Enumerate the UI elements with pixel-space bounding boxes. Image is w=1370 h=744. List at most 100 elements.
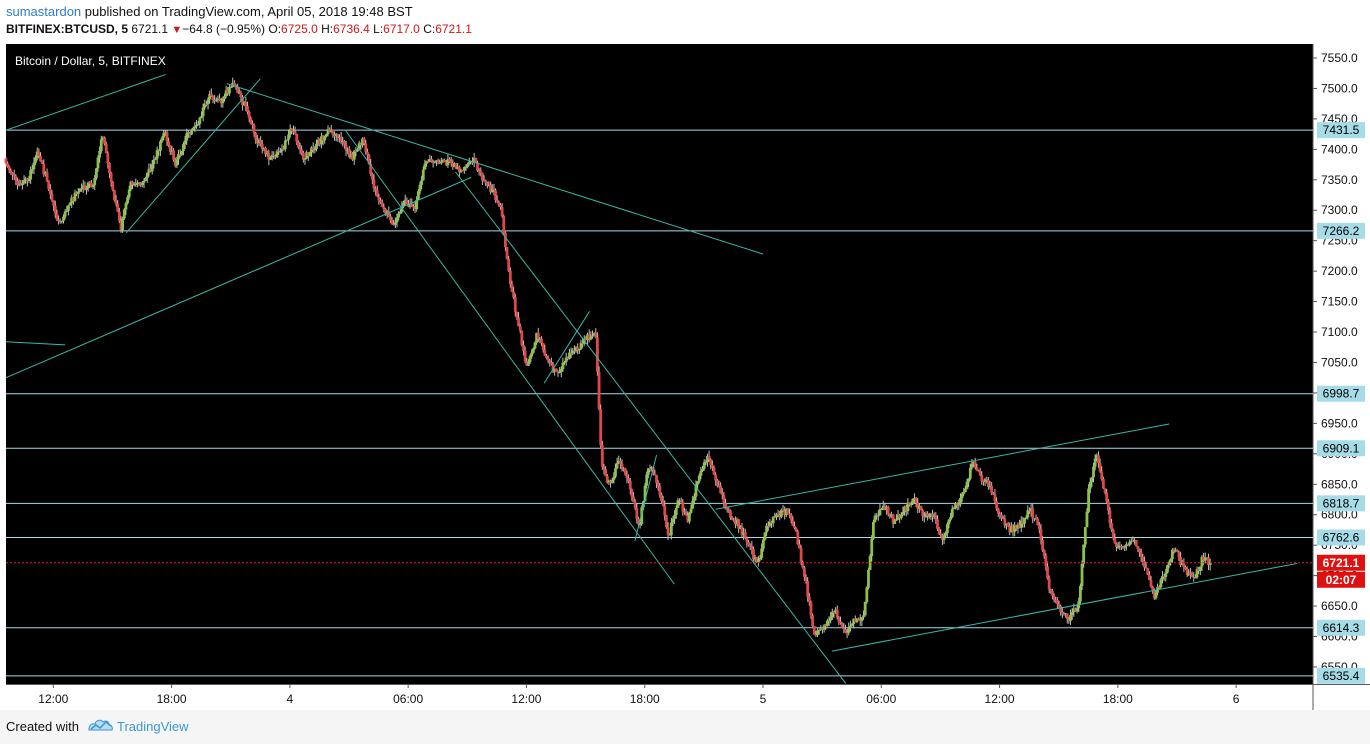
- trend-line: [831, 562, 1298, 652]
- candle-body: [970, 463, 974, 468]
- candle-body: [211, 95, 215, 100]
- candle-body: [163, 132, 167, 134]
- candle-body: [75, 192, 79, 195]
- level-badge: [1317, 385, 1365, 402]
- y-tick-label: 6650.0: [1321, 599, 1358, 613]
- candle-body: [1021, 520, 1025, 524]
- candle-body: [812, 626, 816, 635]
- candle-body: [193, 126, 197, 128]
- candle-body: [1032, 518, 1036, 520]
- candle-body: [435, 160, 438, 162]
- candle-body: [407, 203, 410, 207]
- candle-body: [262, 147, 266, 150]
- tradingview-link[interactable]: TradingView: [117, 719, 189, 734]
- candle-body: [605, 476, 609, 483]
- candle-body: [1184, 567, 1187, 570]
- candle-body: [321, 136, 325, 141]
- price-chart[interactable]: 7550.07500.07450.07400.07350.07300.07250…: [0, 44, 1370, 710]
- candle-body: [827, 620, 831, 622]
- candle-body: [761, 539, 765, 549]
- candle-body: [17, 184, 21, 186]
- author-link[interactable]: sumastardon: [6, 4, 82, 19]
- candle-body: [909, 503, 913, 506]
- candle-body: [581, 342, 585, 344]
- candle-body: [927, 515, 931, 517]
- candle-body: [218, 98, 221, 101]
- candle-body: [830, 611, 834, 618]
- candle-body: [4, 158, 8, 164]
- candle-body: [768, 521, 772, 526]
- candle-body: [620, 463, 624, 470]
- candle-body: [1054, 599, 1058, 601]
- trend-line: [125, 78, 261, 234]
- y-tick-label: 7550.0: [1321, 51, 1358, 65]
- candle-body: [14, 176, 18, 181]
- candle-body: [837, 617, 841, 622]
- candle-body: [374, 188, 378, 191]
- candle-body: [633, 501, 637, 509]
- candle-body: [124, 203, 128, 210]
- candle-body: [200, 116, 203, 118]
- candle-body: [1047, 578, 1051, 590]
- candle-body: [1146, 568, 1150, 575]
- level-label: 6535.4: [1323, 669, 1360, 683]
- candle-body: [462, 166, 466, 171]
- candle-body: [1005, 523, 1008, 526]
- candle-body: [819, 628, 823, 630]
- candle-body: [802, 567, 806, 577]
- candle-body: [978, 471, 982, 475]
- candle-body: [1065, 613, 1069, 619]
- candle-body: [599, 408, 603, 446]
- candle-body: [538, 338, 542, 340]
- candle-body: [587, 334, 591, 340]
- candle-body: [1180, 562, 1184, 566]
- candle-body: [845, 632, 849, 634]
- candle-body: [1101, 478, 1105, 489]
- candle-body: [213, 99, 217, 101]
- plot-area[interactable]: [6, 44, 1313, 684]
- candle-body: [678, 500, 681, 502]
- candle-body: [1052, 595, 1056, 600]
- candle-body: [502, 215, 506, 233]
- candle-body: [505, 247, 509, 259]
- x-tick-label: 18:00: [630, 692, 660, 706]
- candle-body: [798, 544, 801, 549]
- tradingview-logo-icon[interactable]: [88, 717, 114, 740]
- last-price-badge: [1317, 554, 1365, 571]
- candle-body: [221, 99, 225, 104]
- candle-body: [228, 87, 231, 94]
- time-axis[interactable]: [6, 684, 1313, 710]
- candle-body: [871, 521, 875, 539]
- open-value: 6725.0: [281, 22, 318, 36]
- candle-body: [533, 342, 537, 349]
- candle-body: [175, 159, 179, 166]
- candle-body: [305, 152, 309, 159]
- candle-body: [1074, 608, 1077, 612]
- candle-body: [479, 170, 483, 173]
- candle-body: [740, 526, 744, 535]
- candle-body: [101, 137, 105, 140]
- candle-body: [720, 493, 724, 495]
- candle-body: [37, 151, 41, 156]
- candle-body: [840, 623, 844, 628]
- candle-body: [944, 533, 948, 536]
- candle-body: [796, 531, 800, 545]
- last-price-label: 6721.1: [1323, 556, 1360, 570]
- y-tick-label: 7500.0: [1321, 81, 1358, 95]
- candle-body: [237, 92, 241, 94]
- candle-body: [298, 147, 302, 150]
- candle-body: [852, 618, 856, 624]
- candle-body: [94, 168, 98, 179]
- candle-body: [45, 172, 49, 181]
- candle-body: [1202, 556, 1205, 561]
- candle-body: [890, 514, 893, 517]
- candle-body: [1026, 510, 1030, 518]
- candle-body: [436, 160, 440, 162]
- level-badge: [1317, 222, 1365, 239]
- candle-body: [1144, 567, 1148, 569]
- candle-body: [269, 157, 272, 160]
- candle-body: [729, 510, 732, 518]
- candle-body: [1157, 586, 1161, 588]
- candle-body: [196, 123, 200, 125]
- candle-body: [1019, 520, 1023, 528]
